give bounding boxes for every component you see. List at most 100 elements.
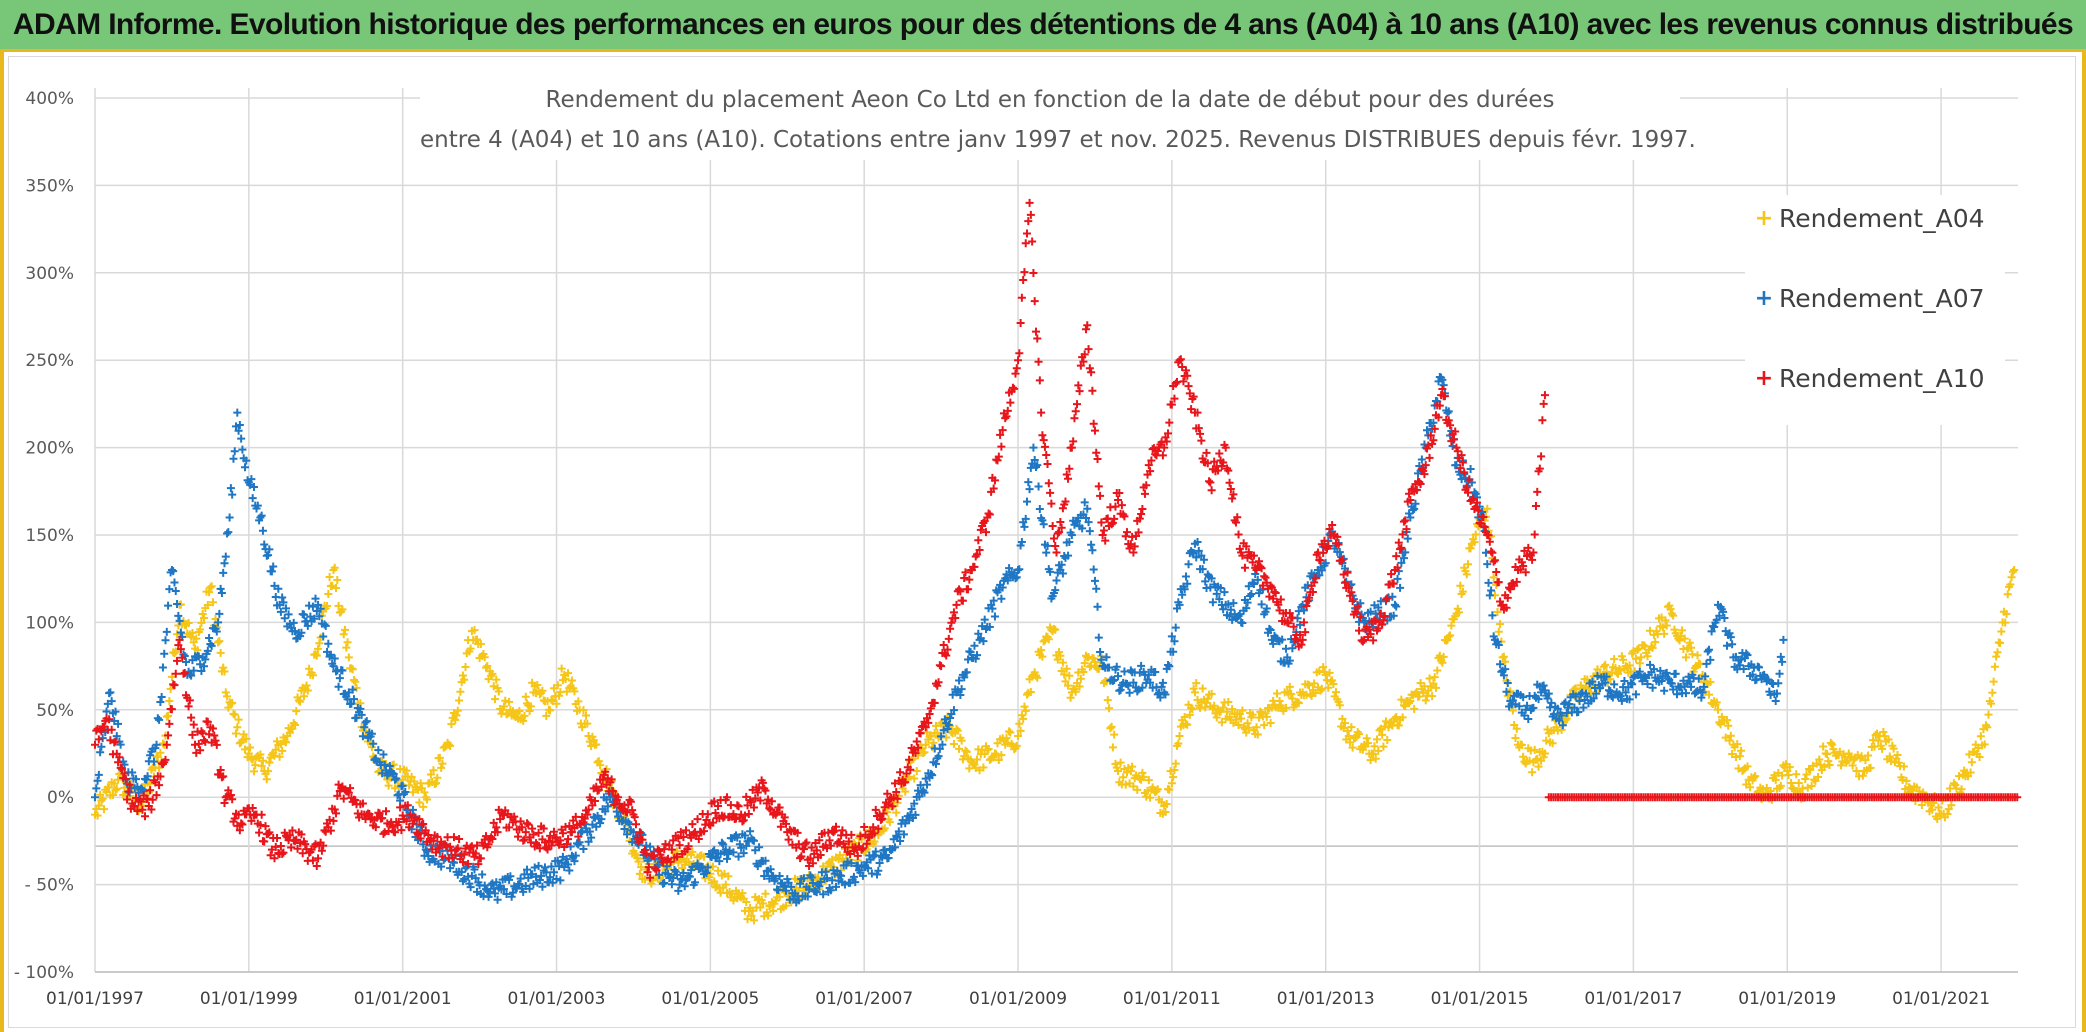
point-rendement-a10 — [853, 851, 862, 860]
point-rendement-a04 — [1571, 684, 1580, 693]
point-rendement-a04 — [271, 745, 280, 754]
point-rendement-a04 — [1012, 741, 1021, 750]
point-rendement-a04 — [1426, 682, 1435, 691]
point-rendement-a04 — [1661, 616, 1670, 625]
point-rendement-a07 — [205, 633, 214, 642]
point-rendement-a04 — [1111, 759, 1120, 768]
point-rendement-a04 — [1273, 689, 1281, 698]
point-rendement-a04 — [1444, 632, 1453, 641]
point-rendement-a07 — [446, 864, 455, 873]
point-rendement-a04 — [1203, 694, 1212, 703]
point-rendement-a04 — [407, 772, 416, 781]
point-rendement-a07 — [1123, 679, 1132, 688]
point-rendement-a04 — [1557, 725, 1566, 734]
point-rendement-a07 — [1020, 522, 1029, 531]
point-rendement-a07 — [156, 698, 165, 707]
point-rendement-a07 — [499, 885, 508, 894]
point-rendement-a07 — [238, 445, 247, 454]
point-rendement-a07 — [408, 805, 417, 814]
point-rendement-a04 — [1631, 654, 1640, 663]
point-rendement-a04 — [1885, 752, 1894, 761]
point-rendement-a10 — [939, 640, 948, 649]
point-rendement-a04 — [1329, 679, 1338, 688]
point-rendement-a10 — [1074, 381, 1083, 390]
point-rendement-a04 — [1548, 739, 1557, 748]
point-rendement-a07 — [114, 719, 123, 728]
point-rendement-a04 — [361, 727, 370, 736]
point-rendement-a04 — [280, 737, 289, 746]
point-rendement-a07 — [715, 857, 724, 866]
point-rendement-a04 — [292, 707, 301, 716]
x-tick-label: 01/01/2013 — [1277, 989, 1375, 1009]
legend-label-a04: Rendement_A04 — [1779, 203, 1985, 233]
point-rendement-a04 — [414, 785, 423, 794]
point-rendement-a07 — [493, 895, 502, 904]
point-rendement-a07 — [596, 819, 605, 828]
point-rendement-a07 — [165, 585, 174, 594]
point-rendement-a10 — [733, 801, 742, 810]
point-rendement-a04 — [710, 877, 719, 886]
point-rendement-a04 — [426, 770, 435, 779]
point-rendement-a07 — [1184, 560, 1193, 569]
point-rendement-a07 — [175, 616, 184, 625]
point-rendement-a07 — [308, 602, 317, 611]
point-rendement-a10 — [1487, 547, 1496, 556]
point-rendement-a07 — [570, 857, 579, 866]
point-rendement-a04 — [931, 721, 940, 730]
point-rendement-a07 — [269, 562, 278, 571]
point-rendement-a04 — [483, 662, 492, 671]
point-rendement-a07 — [228, 490, 237, 499]
point-rendement-a04 — [582, 711, 591, 720]
point-rendement-a04 — [2001, 618, 2010, 627]
point-rendement-a07 — [379, 750, 388, 759]
point-rendement-a07 — [1202, 583, 1211, 592]
point-rendement-a07 — [1220, 588, 1229, 597]
point-rendement-a04 — [1837, 761, 1846, 770]
point-rendement-a07 — [632, 832, 641, 841]
point-rendement-a07 — [685, 872, 694, 881]
point-rendement-a04 — [1262, 712, 1271, 721]
point-rendement-a07 — [247, 475, 256, 484]
point-rendement-a04 — [1726, 731, 1735, 740]
point-rendement-a07 — [1035, 505, 1044, 514]
point-rendement-a07 — [701, 867, 710, 876]
point-rendement-a07 — [1705, 645, 1714, 654]
point-rendement-a04 — [451, 715, 460, 724]
point-rendement-a10 — [1094, 482, 1103, 491]
point-rendement-a04 — [557, 664, 566, 673]
point-rendement-a04 — [1119, 773, 1128, 782]
point-rendement-a04 — [1207, 689, 1216, 698]
point-rendement-a04 — [1470, 538, 1479, 547]
point-rendement-a04 — [1106, 724, 1115, 733]
point-rendement-a07 — [149, 757, 158, 766]
point-rendement-a04 — [455, 696, 464, 705]
point-rendement-a04 — [1142, 792, 1151, 801]
point-rendement-a07 — [132, 775, 141, 784]
point-rendement-a10 — [189, 720, 198, 729]
point-rendement-a10 — [1184, 382, 1193, 391]
point-rendement-a07 — [437, 862, 446, 871]
point-rendement-a07 — [212, 627, 221, 636]
point-rendement-a04 — [1375, 726, 1384, 735]
point-rendement-a04 — [1619, 655, 1628, 664]
point-rendement-a04 — [1675, 636, 1684, 645]
point-rendement-a04 — [279, 733, 288, 742]
point-rendement-a07 — [128, 768, 137, 777]
point-rendement-a10 — [1028, 237, 1037, 246]
point-rendement-a04 — [1255, 713, 1264, 722]
point-rendement-a07 — [703, 863, 712, 872]
point-rendement-a04 — [1212, 713, 1221, 722]
point-rendement-a10 — [1088, 386, 1097, 395]
point-rendement-a07 — [1621, 688, 1630, 697]
point-rendement-a04 — [332, 584, 341, 593]
point-rendement-a07 — [1158, 678, 1167, 687]
point-rendement-a04 — [564, 669, 573, 678]
point-rendement-a04 — [1669, 611, 1678, 620]
point-rendement-a04 — [114, 775, 123, 784]
point-rendement-a07 — [1423, 426, 1431, 435]
point-rendement-a10 — [167, 705, 176, 714]
chart-title-line-2: entre 4 (A04) et 10 ans (A10). Cotations… — [420, 127, 1696, 153]
point-rendement-a10 — [825, 836, 834, 845]
point-rendement-a04 — [494, 687, 503, 696]
y-tick-label: 350% — [25, 176, 74, 196]
